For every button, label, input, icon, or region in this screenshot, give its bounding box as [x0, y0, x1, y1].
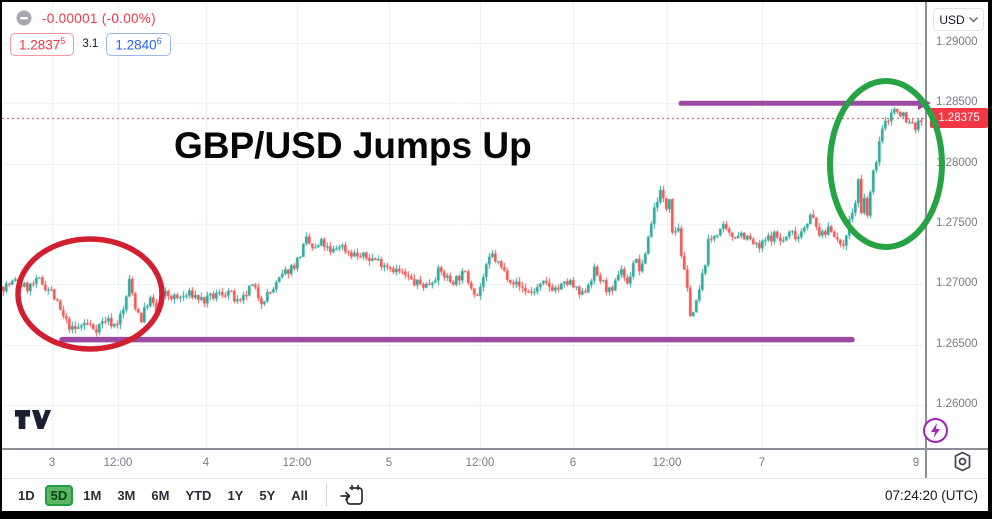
range-button-1m[interactable]: 1M: [77, 485, 107, 506]
go-to-date-calendar-icon[interactable]: [339, 483, 366, 507]
time-tick-label: 12:00: [652, 457, 682, 469]
range-button-1d[interactable]: 1D: [12, 485, 41, 506]
time-tick-label: 6: [569, 457, 577, 469]
time-tick-label: 12:00: [465, 457, 495, 469]
price-tick-label: 1.27500: [936, 216, 978, 229]
time-tick-label: 7: [758, 457, 766, 469]
visibility-toggle-icon[interactable]: [16, 10, 32, 26]
price-tick-label: 1.26000: [936, 397, 978, 410]
range-button-group: 1D 5D 1M 3M 6M YTD 1Y 5Y All: [12, 484, 314, 506]
toolbar-divider: [325, 484, 327, 506]
bottom-toolbar: 1D 5D 1M 3M 6M YTD 1Y 5Y All 07:24:20 (UTC): [2, 478, 988, 511]
bid-price-button[interactable]: 1.28375: [10, 33, 75, 56]
currency-dropdown[interactable]: USD: [933, 8, 984, 31]
chevron-down-icon: [968, 16, 978, 23]
current-price-label: 1.28375: [930, 108, 988, 129]
ask-price-button[interactable]: 1.28406: [106, 33, 171, 56]
lightning-icon[interactable]: [922, 417, 949, 444]
candlestick-plot-area[interactable]: -0.00001 (-0.00%) 1.28375 3.1 1.28406 GB…: [2, 2, 925, 448]
time-tick-label: 12:00: [282, 457, 312, 469]
annotation-headline-text: GBP/USD Jumps Up: [174, 125, 532, 166]
range-button-3m[interactable]: 3M: [111, 485, 141, 506]
tradingview-logo[interactable]: [13, 406, 51, 433]
price-tick-label: 1.28500: [936, 96, 978, 109]
time-tick-label: 5: [385, 457, 393, 469]
price-axis[interactable]: USD 1.29000 1.28500 1.28000 1.27500 1.27000 1…: [925, 2, 988, 448]
time-tick-label: 12:00: [103, 457, 133, 469]
time-tick-label: 3: [48, 457, 56, 469]
range-button-6m[interactable]: 6M: [145, 485, 175, 506]
price-tick-label: 1.29000: [936, 36, 978, 48]
price-change-text: -0.00001 (-0.00%): [42, 10, 156, 26]
range-button-5d[interactable]: 5D: [44, 484, 74, 506]
time-axis[interactable]: 3 12:00 4 12:00 5 12:00 6 12:00 7 9: [2, 448, 925, 478]
time-tick-label: 4: [202, 457, 210, 469]
symbol-info-row: -0.00001 (-0.00%): [16, 10, 156, 26]
candlestick-chart-canvas[interactable]: [2, 2, 925, 448]
range-button-5y[interactable]: 5Y: [253, 485, 281, 506]
price-tick-label: 1.28000: [936, 156, 978, 169]
range-button-ytd[interactable]: YTD: [179, 485, 217, 506]
range-button-1y[interactable]: 1Y: [221, 485, 249, 506]
time-tick-label: 9: [912, 457, 920, 469]
price-tick-label: 1.26500: [936, 337, 978, 350]
axis-corner-box: [925, 448, 988, 478]
bid-ask-row: 1.28375 3.1 1.28406: [10, 33, 171, 56]
clock-utc: 07:24:20 (UTC): [884, 487, 978, 503]
range-button-all[interactable]: All: [285, 485, 314, 506]
price-tick-label: 1.27000: [936, 277, 978, 290]
gear-icon[interactable]: [950, 451, 975, 473]
spread-value: 3.1: [82, 38, 99, 51]
currency-label: USD: [939, 12, 965, 27]
